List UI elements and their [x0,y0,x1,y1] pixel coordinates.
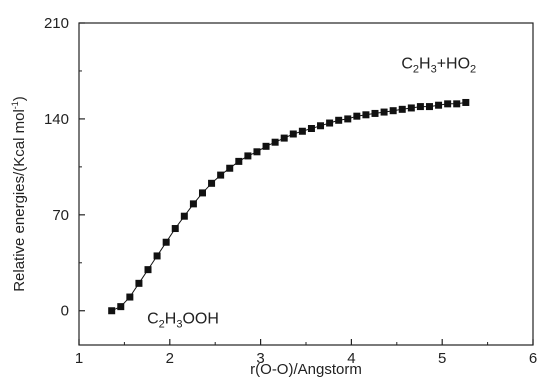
data-point [198,189,206,197]
data-point [144,266,152,274]
series-line [111,102,466,312]
y-axis-title: Relative energies/(Kcal mol-1) [10,96,28,292]
data-point [262,142,270,150]
annotation-products-h: H [419,56,431,73]
data-point [425,103,433,111]
data-point [389,107,397,115]
annotation-products-ho: +HO [437,56,470,73]
data-point [398,105,406,113]
data-point [171,225,179,233]
annotation-reactant-c: C [147,311,159,328]
annotation-reactant-sub-1: 2 [159,319,165,331]
y-axis-title-superscript: -1 [10,101,20,109]
data-point [362,111,370,119]
data-point [407,104,415,112]
y-axis-title-close: ) [11,96,28,101]
data-point [353,112,361,120]
annotation-products-sub-3: 2 [470,64,476,76]
data-point [416,103,424,111]
data-point [108,307,116,315]
data-point [162,238,170,246]
data-curve [111,102,466,312]
data-point [380,108,388,116]
annotation-products-sub-1: 2 [413,64,419,76]
data-point [244,152,252,160]
x-tick-label: 4 [347,350,355,367]
data-point [326,119,334,127]
annotation-products: C2H3+HO2 [401,56,476,76]
annotation-products-sub-2: 3 [431,64,437,76]
data-point [189,200,197,208]
data-point [153,252,161,260]
annotation-reactant: C2H3OOH [147,311,219,331]
data-point [344,115,352,123]
x-tick-label: 5 [438,350,446,367]
y-axis-title-main: Relative energies/(Kcal mol [11,109,28,292]
data-point [280,134,288,142]
data-point [126,293,134,301]
data-point [307,125,315,133]
data-point [435,101,443,109]
data-point [298,127,306,135]
data-point [226,164,234,172]
data-point [371,109,379,117]
data-point [135,279,143,287]
data-point [462,98,470,106]
annotation-reactant-h: H [165,311,177,328]
x-tick-label: 6 [529,350,537,367]
x-tick-label: 3 [256,350,264,367]
y-tick-label: 70 [52,207,69,224]
data-point [444,100,452,108]
data-point [453,100,461,108]
annotation-products-c: C [401,56,413,73]
data-point [235,157,243,165]
x-axis-title: r(O-O)/Angstorm [250,361,362,378]
annotation-reactant-ooh: OOH [182,311,218,328]
data-point [208,179,216,187]
data-point [289,130,297,138]
x-tick-label: 2 [166,350,174,367]
data-point [180,212,188,220]
y-tick-label: 140 [44,111,69,128]
data-point [271,138,279,146]
annotation-reactant-sub-2: 3 [176,319,182,331]
data-point [217,171,225,179]
y-tick-label: 0 [61,303,69,320]
y-tick-label: 210 [44,15,69,32]
data-point [335,116,343,124]
data-markers [108,98,470,315]
x-tick-label: 1 [75,350,83,367]
data-point [317,122,325,130]
data-point [253,148,261,156]
data-point [117,303,125,311]
